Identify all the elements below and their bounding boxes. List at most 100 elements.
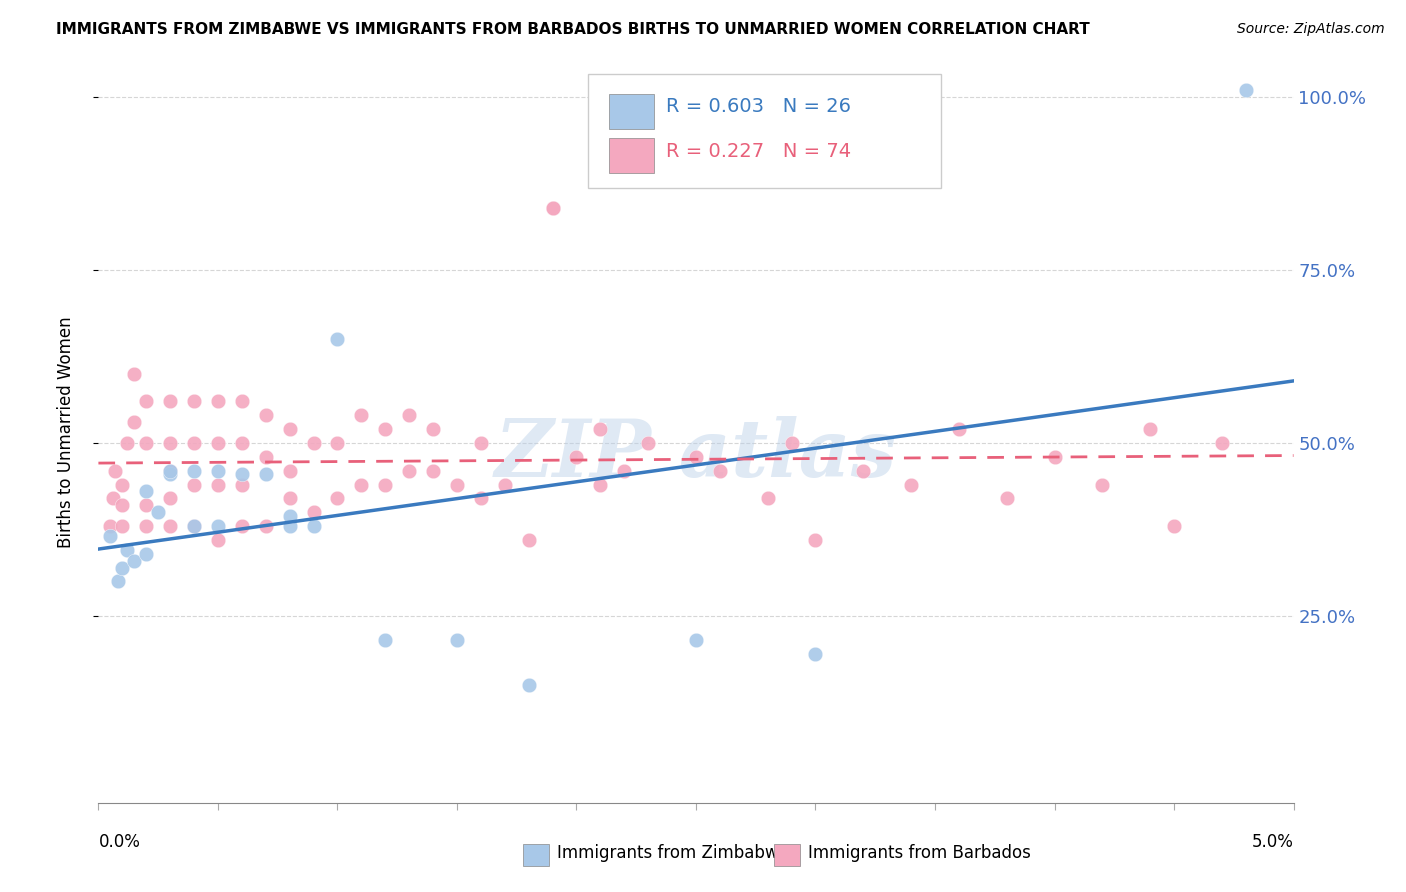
Point <box>207 464 229 478</box>
Point <box>302 519 325 533</box>
Point <box>115 543 138 558</box>
Point <box>124 554 146 568</box>
Point <box>613 464 636 478</box>
Point <box>326 332 349 346</box>
Point <box>183 519 205 533</box>
Point <box>422 422 444 436</box>
Text: 0.0%: 0.0% <box>98 833 141 851</box>
Point <box>278 464 301 478</box>
Point <box>159 464 181 478</box>
Point <box>398 464 420 478</box>
Point <box>254 450 277 464</box>
Point <box>995 491 1018 506</box>
Bar <box>773 844 800 866</box>
Point <box>278 422 301 436</box>
Point <box>111 519 134 533</box>
Point <box>804 647 827 661</box>
Point <box>159 519 181 533</box>
Point <box>135 547 157 561</box>
Point <box>183 394 205 409</box>
Text: Source: ZipAtlas.com: Source: ZipAtlas.com <box>1237 22 1385 37</box>
Point <box>541 201 564 215</box>
Point <box>135 394 157 409</box>
Point <box>948 422 970 436</box>
Point <box>254 467 277 482</box>
Point <box>685 450 707 464</box>
Point <box>709 464 731 478</box>
Text: ZIP atlas: ZIP atlas <box>495 416 897 493</box>
Point <box>104 464 127 478</box>
Point <box>159 464 181 478</box>
Point <box>398 409 420 423</box>
Point <box>159 436 181 450</box>
Point <box>135 436 157 450</box>
Point <box>470 491 492 506</box>
Bar <box>523 844 548 866</box>
Point <box>326 436 349 450</box>
Text: Immigrants from Zimbabwe: Immigrants from Zimbabwe <box>557 844 789 863</box>
Point <box>254 409 277 423</box>
Point <box>494 477 516 491</box>
Point <box>207 533 229 547</box>
Point <box>98 529 122 543</box>
Point <box>183 464 205 478</box>
Text: R = 0.603   N = 26: R = 0.603 N = 26 <box>666 97 851 116</box>
Text: Immigrants from Barbados: Immigrants from Barbados <box>808 844 1031 863</box>
Point <box>374 633 396 648</box>
Point <box>517 533 540 547</box>
Point <box>231 467 253 482</box>
Point <box>804 533 827 547</box>
Point <box>183 519 205 533</box>
Point <box>207 519 229 533</box>
Y-axis label: Births to Unmarried Women: Births to Unmarried Women <box>56 317 75 549</box>
Point <box>326 491 349 506</box>
Point <box>207 477 229 491</box>
Point <box>422 464 444 478</box>
Point <box>565 450 588 464</box>
Point <box>231 519 253 533</box>
Point <box>589 477 612 491</box>
Point <box>1163 519 1185 533</box>
Point <box>446 477 468 491</box>
Point <box>111 477 134 491</box>
Point <box>101 491 124 506</box>
Point <box>278 519 301 533</box>
Point <box>231 436 253 450</box>
Point <box>1043 450 1066 464</box>
Point <box>207 436 229 450</box>
Point <box>98 519 122 533</box>
Text: IMMIGRANTS FROM ZIMBABWE VS IMMIGRANTS FROM BARBADOS BIRTHS TO UNMARRIED WOMEN C: IMMIGRANTS FROM ZIMBABWE VS IMMIGRANTS F… <box>56 22 1090 37</box>
Point <box>159 394 181 409</box>
Point <box>541 201 564 215</box>
Point <box>135 498 157 512</box>
Point <box>1091 477 1114 491</box>
Bar <box>609 138 654 173</box>
Point <box>302 436 325 450</box>
FancyBboxPatch shape <box>589 73 941 188</box>
Point <box>183 436 205 450</box>
Point <box>637 436 659 450</box>
Point <box>124 367 146 381</box>
Point <box>1234 83 1257 97</box>
Point <box>350 409 373 423</box>
Point <box>756 491 779 506</box>
Point <box>148 505 170 519</box>
Text: 5.0%: 5.0% <box>1251 833 1294 851</box>
Point <box>183 477 205 491</box>
Point <box>374 422 396 436</box>
Point <box>780 436 803 450</box>
Point <box>254 519 277 533</box>
Point <box>685 633 707 648</box>
Point <box>135 484 157 499</box>
Point <box>446 633 468 648</box>
Point <box>231 477 253 491</box>
Point <box>517 678 540 692</box>
Point <box>470 436 492 450</box>
Point <box>374 477 396 491</box>
Point <box>207 394 229 409</box>
Point <box>124 415 146 429</box>
Point <box>350 477 373 491</box>
Point <box>135 519 157 533</box>
Point <box>278 508 301 523</box>
Point <box>589 422 612 436</box>
